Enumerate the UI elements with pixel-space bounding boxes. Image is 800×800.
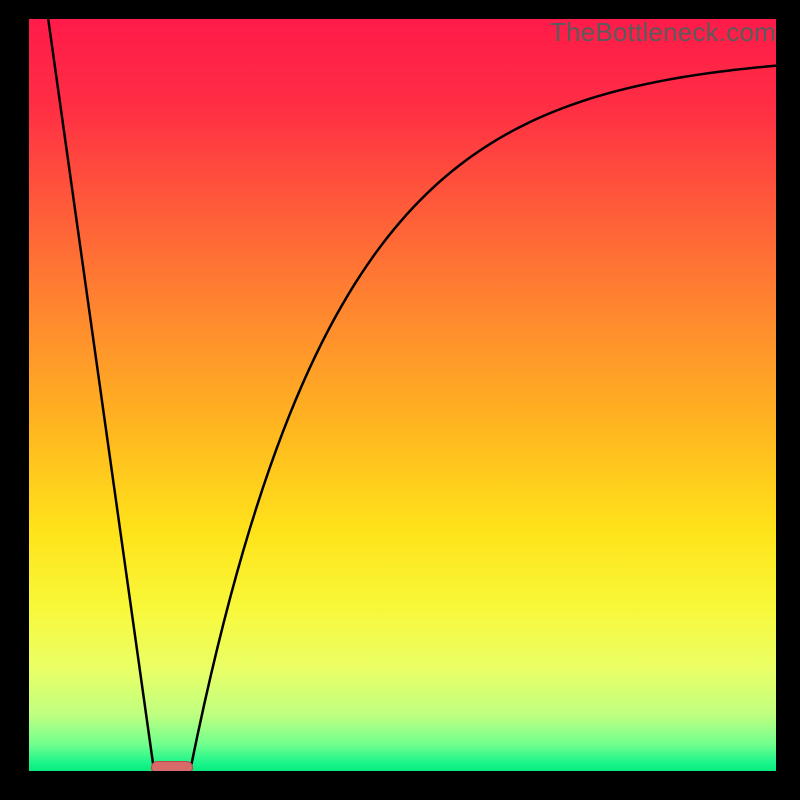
plot-border: [25, 15, 780, 775]
watermark-text: TheBottleneck.com: [550, 17, 776, 48]
chart-frame: { "canvas": { "width": 800, "height": 80…: [0, 0, 800, 800]
